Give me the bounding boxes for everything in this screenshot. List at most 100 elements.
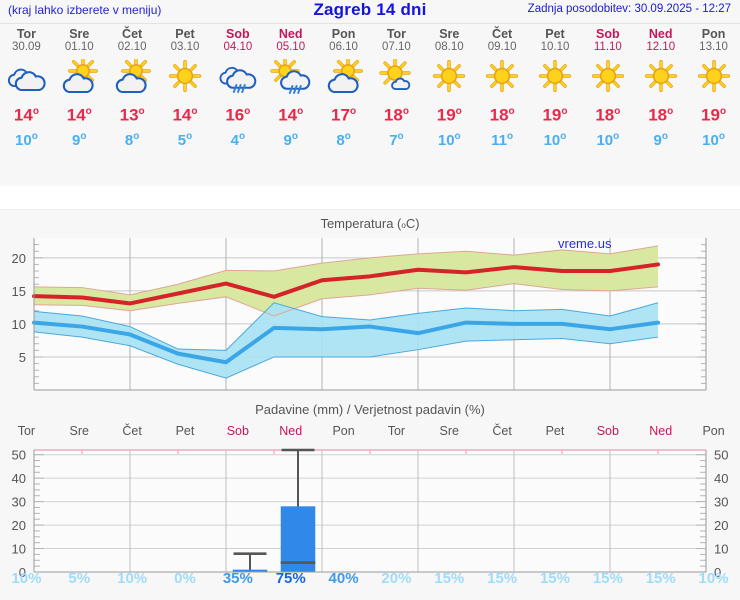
precip-day-label: Pon [702,424,725,438]
temp-max: 17o [331,105,357,125]
day-column[interactable]: Sob 11.10 18o 10o [581,27,634,151]
day-column[interactable]: Ned 05.10 14o 9o [264,27,317,151]
day-column[interactable]: Pet 03.10 14o 5o [159,27,212,151]
day-column[interactable]: Pon 06.10 17o 8o [317,27,370,151]
precip-probability-label: 40% [328,570,359,587]
daily-forecast-strip: Tor 30.09 14o 10o Sre 01.10 14o 9o Čet 02.10 13… [0,27,740,185]
day-column[interactable]: Pet 10.10 19o 10o [529,27,582,151]
day-column[interactable]: Tor 30.09 14o 10o [0,27,53,151]
day-name: Čet [492,27,513,41]
temperature-plot: 5 10 15 20 [12,238,707,391]
temp-max: 16o [225,105,251,125]
temp-min: 8o [336,130,351,149]
sunny-icon [423,57,476,97]
section-divider [0,209,740,210]
precip-day-label: Čet [492,424,512,438]
temp-min: 9o [72,130,87,149]
svg-text:40: 40 [12,471,26,486]
svg-text:30: 30 [12,495,26,510]
day-column[interactable]: Sre 08.10 19o 10o [423,27,476,151]
precipitation-chart-title: Padavine (mm) / Verjetnost padavin (%) [255,402,485,417]
temp-min: 7o [389,130,404,149]
day-date: 07.10 [382,41,411,53]
temp-max: 19o [436,105,462,125]
day-column[interactable]: Tor 07.10 18o 7o [370,27,423,151]
sun-rain-icon [264,57,317,97]
temp-title-unit: o [401,221,406,230]
menu-hint-text: (kraj lahko izberete v meniju) [8,3,162,17]
partly-sunny-icon [317,57,370,97]
precip-probability-label: 10% [117,570,148,587]
precip-day-label: Pon [332,424,355,438]
day-name: Sob [226,27,250,41]
precip-probability-label: 15% [539,570,570,587]
rain-icon [211,57,264,97]
section-spacer [0,186,740,210]
day-name: Tor [386,27,407,41]
temp-max: 14o [13,105,39,125]
day-name: Pet [175,27,195,41]
temp-max: 14o [278,105,304,125]
day-name: Sob [596,27,620,41]
sun-cloud-icon [370,57,423,97]
day-column[interactable]: Sob 04.10 16o 4o [211,27,264,151]
day-column[interactable]: Pon 13.10 19o 10o [687,27,740,151]
temp-max: 14o [172,105,198,125]
svg-text:40: 40 [714,471,728,486]
temp-max: 18o [489,105,515,125]
precip-day-label: Ned [649,424,673,438]
svg-text:50: 50 [12,448,26,463]
precip-day-label: Pet [175,424,195,438]
day-name: Pon [701,27,726,41]
temp-max: 14o [66,105,92,125]
sunny-icon [687,57,740,97]
sunny-icon [581,57,634,97]
page-title: Zagreb 14 dni [313,0,427,19]
day-date: 10.10 [540,41,570,53]
precip-day-label: Sob [596,424,619,438]
temp-title-main: Temperatura ( [320,216,402,231]
temp-min: 8o [124,130,140,149]
day-column[interactable]: Čet 02.10 13o 8o [106,27,159,151]
day-date: 13.10 [699,41,728,53]
day-date: 30.09 [12,41,41,53]
temp-min: 5o [177,130,193,149]
precip-probability-label: 10% [11,570,42,587]
precip-day-label: Sre [439,424,459,438]
svg-text:20: 20 [714,518,728,533]
temp-min: 4o [230,130,246,149]
sunny-icon [529,57,582,97]
day-date: 02.10 [117,41,147,53]
temp-min: 10o [15,130,38,149]
day-column[interactable]: Ned 12.10 18o 9o [634,27,687,151]
last-updated-text: Zadnja posodobitev: 30.09.2025 - 12:27 [527,3,731,15]
day-date: 04.10 [223,41,253,53]
precip-probability-label: 75% [275,570,306,587]
temp-max: 19o [701,105,727,125]
day-name: Tor [16,27,37,41]
watermark-text: vreme.us [558,236,612,251]
partly-sunny-icon [53,57,106,97]
day-name: Pet [545,27,565,41]
temp-min: 10o [437,130,461,149]
sunny-icon [476,57,529,97]
temperature-chart: Temperatura (oC) 5 10 15 20 [0,212,740,397]
precip-probability-label: 20% [381,570,412,587]
precip-probability-label: 15% [645,570,676,587]
svg-text:20: 20 [12,251,26,266]
precip-probability-label: 0% [174,570,196,587]
temp-min: 10o [702,130,725,149]
temp-max: 13o [119,105,145,125]
day-date: 01.10 [64,41,94,53]
precip-probability-label: 35% [222,570,253,587]
temp-max: 18o [648,105,674,125]
partly-sunny-icon [106,57,159,97]
day-column[interactable]: Sre 01.10 14o 9o [53,27,106,151]
header-divider [0,23,740,24]
precip-day-label: Pet [545,424,565,438]
precip-probability-label: 15% [434,570,465,587]
precip-day-label: Čet [122,424,142,438]
day-date: 08.10 [434,41,464,53]
temp-min: 10o [543,130,567,149]
day-column[interactable]: Čet 09.10 18o 11o [476,27,529,151]
